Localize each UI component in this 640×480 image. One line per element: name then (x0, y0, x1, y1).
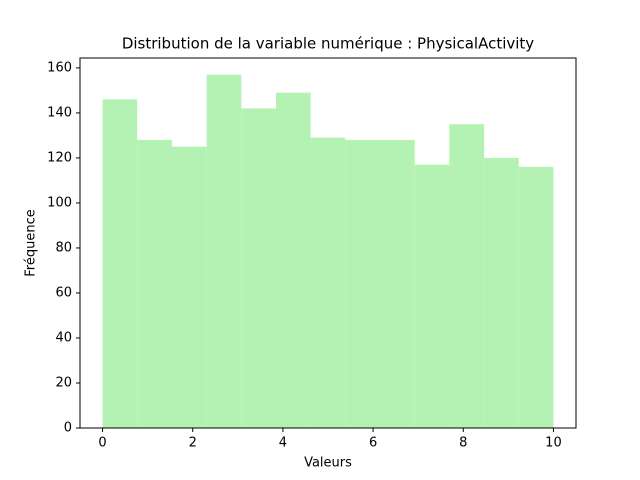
bar (484, 157, 519, 428)
bar (449, 124, 485, 429)
y-axis-label: Fréquence (24, 209, 39, 276)
bar (275, 92, 311, 429)
bar (345, 139, 381, 429)
y-tick-label: 140 (47, 105, 72, 120)
bar (206, 74, 242, 428)
bar (518, 166, 554, 428)
bar (171, 146, 207, 429)
bar (102, 99, 138, 428)
chart-title: Distribution de la variable numérique : … (122, 35, 534, 53)
y-tick-label: 120 (47, 150, 72, 165)
bar (310, 137, 346, 428)
x-tick-label: 8 (459, 436, 467, 451)
y-tick-label: 80 (55, 240, 72, 255)
y-tick-label: 60 (55, 285, 72, 300)
y-tick-label: 160 (47, 60, 72, 75)
y-tick-label: 20 (55, 375, 72, 390)
x-tick-label: 6 (369, 436, 377, 451)
x-tick-label: 4 (279, 436, 287, 451)
y-tick-label: 0 (64, 421, 72, 436)
x-tick-label: 0 (98, 436, 106, 451)
x-tick-label: 10 (545, 436, 562, 451)
bar (380, 139, 415, 429)
y-tick-label: 100 (47, 195, 72, 210)
y-tick-label: 40 (55, 330, 72, 345)
x-axis-label: Valeurs (304, 456, 352, 471)
plot-frame (79, 57, 577, 429)
bar (414, 164, 450, 428)
bar (137, 139, 172, 429)
bar (241, 108, 276, 428)
x-tick-label: 2 (189, 436, 197, 451)
